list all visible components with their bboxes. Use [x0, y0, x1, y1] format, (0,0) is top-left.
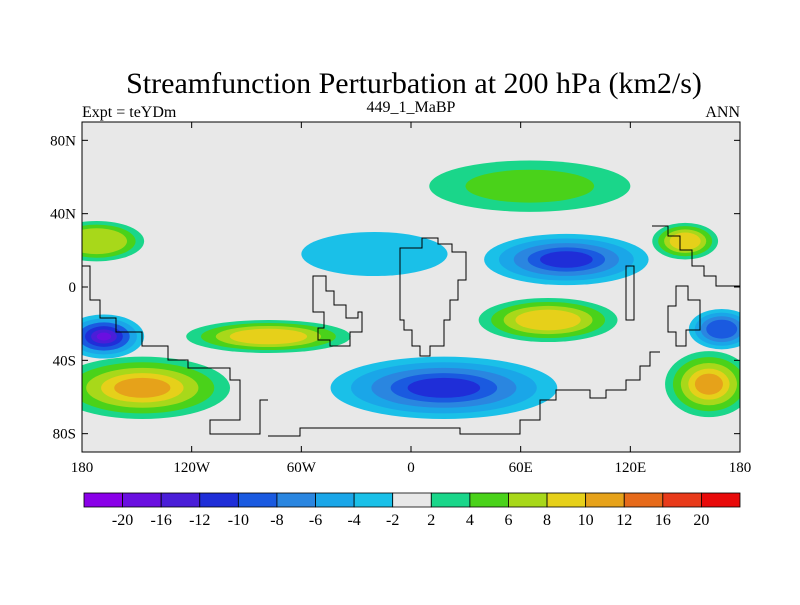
contour-band: [465, 169, 595, 203]
contour-south-atlantic-low: [330, 356, 558, 420]
colorbar-swatch: [662, 492, 702, 508]
colorbar-swatch: [199, 492, 239, 508]
colorbar-label: -6: [309, 512, 322, 529]
x-tick-label: 0: [407, 460, 415, 476]
colorbar-label: -20: [112, 512, 133, 529]
contour-band: [96, 332, 112, 341]
contour-pacific-high-west: [82, 221, 145, 262]
y-tick-label: 40N: [50, 207, 76, 223]
colorbar-label: -12: [189, 512, 210, 529]
contour-indian-ocean-high: [478, 298, 618, 342]
colorbar-swatch: [701, 492, 741, 508]
coastline-africa: [399, 237, 467, 357]
contour-band: [711, 322, 733, 336]
colorbar-label: -8: [270, 512, 283, 529]
contour-layer: [82, 160, 740, 420]
colorbar-swatch: [623, 492, 664, 508]
chart-title: Streamfunction Perturbation at 200 hPa (…: [126, 67, 702, 100]
x-axis: 180 120W 60W 0 60E 120E 180: [71, 122, 752, 476]
contour-west-pacific-high: [652, 222, 719, 260]
colorbar-swatch: [83, 492, 123, 508]
colorbar-label: 10: [578, 512, 594, 529]
colorbar-swatch: [469, 492, 509, 508]
colorbar-label: -16: [151, 512, 172, 529]
colorbar-label: 12: [616, 512, 632, 529]
contour-band: [515, 309, 581, 331]
contour-band: [694, 373, 723, 395]
y-axis: 80N 40N 0 40S 80S: [50, 133, 740, 443]
coastline-layer: [82, 225, 740, 437]
colorbar-label: -10: [228, 512, 249, 529]
colorbar-swatch: [546, 492, 587, 508]
contour-arctic-high: [429, 160, 631, 212]
contour-dateline-low-west: [82, 314, 145, 359]
colorbar-label: 6: [504, 512, 512, 529]
contour-band: [669, 232, 701, 250]
colorbar-swatch: [122, 492, 162, 508]
colorbar: -20 -16 -12 -10 -8 -6 -4 -2 2 4 6 8 10 12 16 20: [83, 492, 741, 529]
y-tick-label: 0: [69, 280, 77, 296]
y-tick-label: 80S: [53, 427, 76, 443]
expt-label: Expt = teYDm: [82, 104, 177, 121]
contour-band: [114, 377, 171, 398]
x-tick-label: 180: [71, 460, 94, 476]
y-tick-label: 40S: [53, 353, 76, 369]
colorbar-label: 8: [543, 512, 551, 529]
colorbar-swatch: [430, 492, 471, 508]
colorbar-swatch: [508, 492, 548, 508]
colorbar-swatch: [276, 492, 316, 508]
coastline-americas-west: [82, 265, 268, 435]
colorbar-swatch: [392, 492, 432, 508]
coastline-south-america: [312, 275, 363, 347]
x-tick-label: 180: [729, 460, 752, 476]
colorbar-label: -2: [386, 512, 399, 529]
coastline-australia: [667, 285, 701, 347]
run-label: 449_1_MaBP: [367, 99, 456, 116]
x-tick-label: 120E: [614, 460, 646, 476]
colorbar-label: 20: [693, 512, 709, 529]
contour-band: [229, 328, 308, 345]
colorbar-swatch: [585, 492, 625, 508]
x-tick-label: 120W: [173, 460, 211, 476]
colorbar-swatch: [237, 492, 278, 508]
contour-south-america-high: [186, 320, 351, 353]
contour-south-pacific-high-east: [665, 351, 740, 418]
colorbar-label: 4: [466, 512, 474, 529]
coastline-antarctica: [268, 351, 660, 437]
contour-band: [82, 228, 128, 255]
contour-band: [540, 251, 593, 268]
x-tick-label: 60E: [509, 460, 533, 476]
colorbar-swatch: [160, 492, 201, 508]
colorbar-label: 2: [427, 512, 435, 529]
contour-asia-low: [484, 233, 649, 286]
colorbar-label: 16: [655, 512, 671, 529]
coastline-east-asia: [652, 225, 740, 287]
y-tick-label: 80N: [50, 133, 76, 149]
contour-south-pacific-high-west: [82, 356, 231, 419]
contour-atlantic-low: [301, 232, 448, 276]
contour-band: [314, 235, 435, 273]
contour-dateline-low-east: [688, 309, 740, 350]
colorbar-label: -4: [347, 512, 360, 529]
colorbar-swatch: [353, 492, 394, 508]
x-tick-label: 60W: [287, 460, 317, 476]
coastline-india: [625, 265, 635, 321]
season-label: ANN: [705, 104, 740, 121]
colorbar-swatch: [315, 492, 355, 508]
contour-band: [407, 377, 481, 398]
